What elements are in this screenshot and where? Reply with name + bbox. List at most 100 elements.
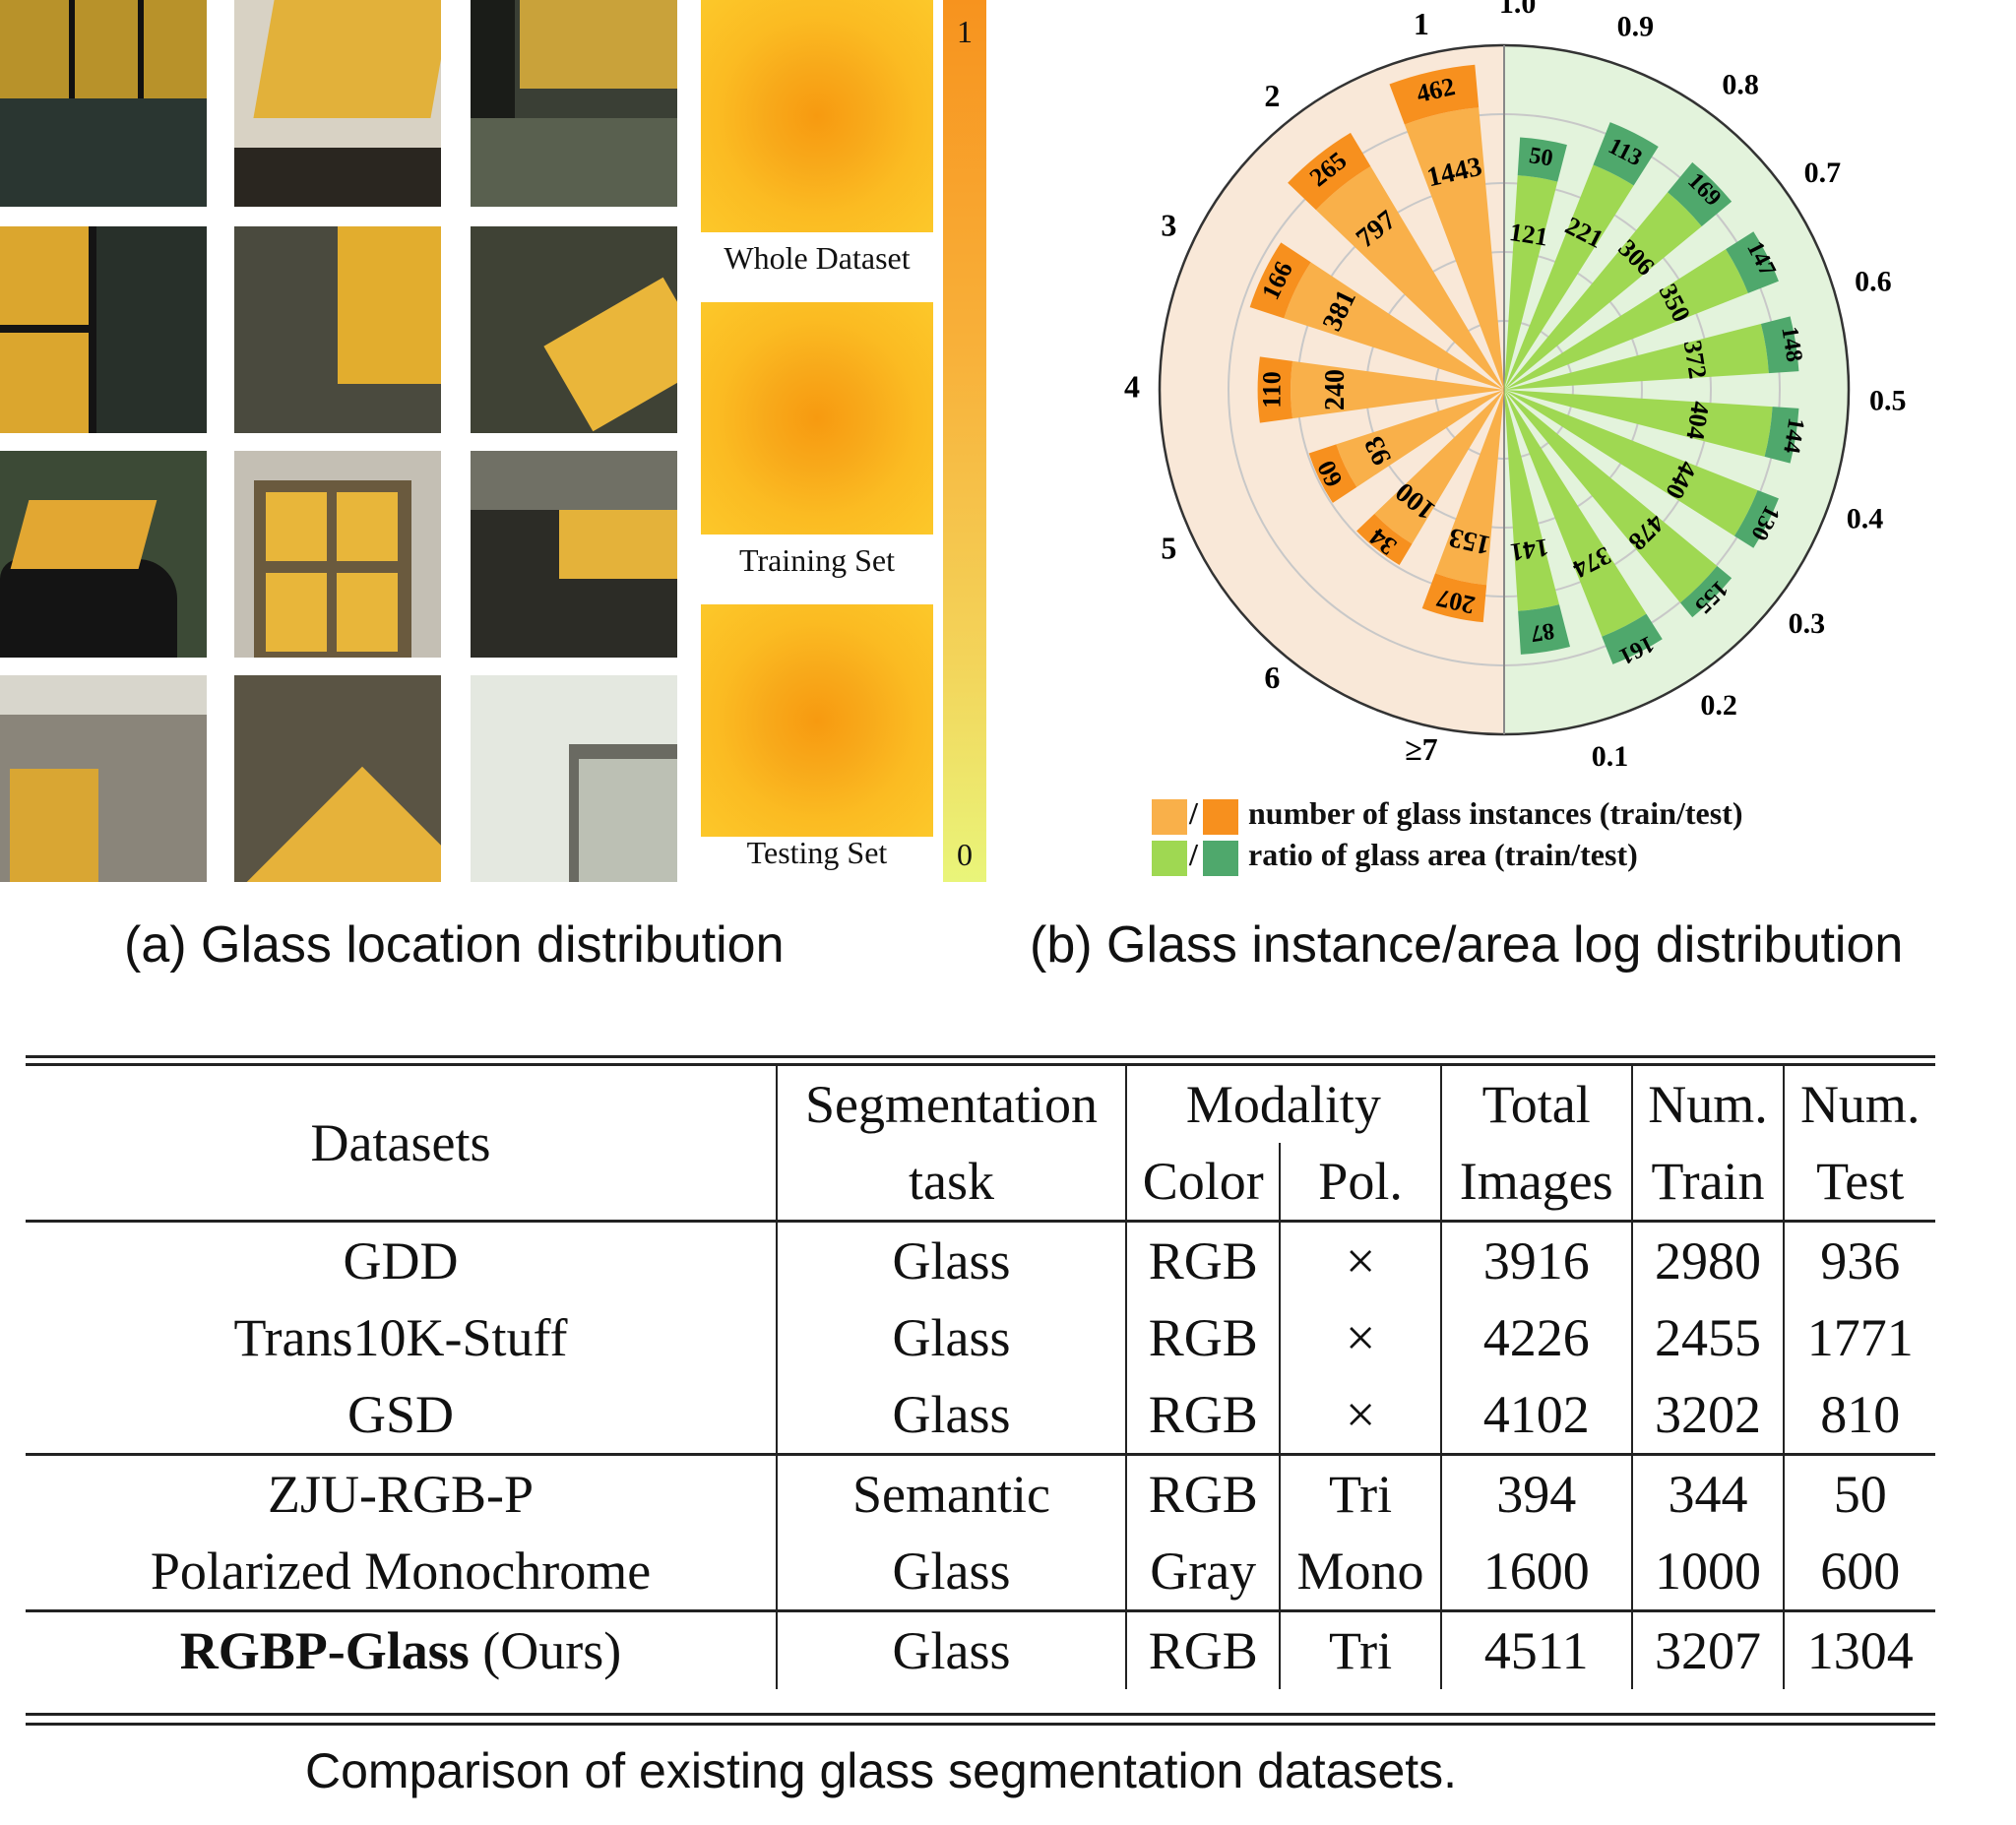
legend-swatch-area-train <box>1152 841 1187 876</box>
cell-total: 1600 <box>1439 1533 1632 1611</box>
photo-thumbnail <box>471 226 677 433</box>
cell-pol: × <box>1279 1220 1441 1299</box>
cell-train: 344 <box>1630 1453 1785 1533</box>
table-row: Trans10K-Stuff Glass RGB × 4226 2455 177… <box>26 1299 1935 1376</box>
table-bottom-rule-2 <box>26 1723 1935 1726</box>
photo-thumbnail <box>471 0 677 207</box>
cell-train: 3207 <box>1630 1609 1785 1689</box>
table-header-row: Datasets Segmentation Modality Total Num… <box>26 1063 1935 1222</box>
header-test-line2: Test <box>1783 1143 1935 1222</box>
bar-instances-test <box>1308 444 1357 503</box>
legend-slash: / <box>1189 795 1198 831</box>
cell-test: 600 <box>1783 1533 1935 1611</box>
bar-area-test <box>1668 161 1732 226</box>
bar-area-train <box>1504 324 1769 390</box>
bar-instances-train <box>1374 390 1504 544</box>
cell-pol: Tri <box>1279 1609 1441 1689</box>
header-pol: Pol. <box>1279 1143 1441 1222</box>
bar-instances-test <box>1249 242 1311 319</box>
cell-test: 1304 <box>1783 1609 1935 1689</box>
header-datasets: Datasets <box>26 1063 777 1222</box>
bar-area-train <box>1504 249 1748 390</box>
bar-area-test <box>1726 231 1779 293</box>
cell-train: 2980 <box>1630 1220 1785 1299</box>
heatmap-testing-set <box>701 604 933 837</box>
table-row: Polarized Monochrome Glass Gray Mono 160… <box>26 1533 1935 1611</box>
cell-train: 3202 <box>1630 1376 1785 1455</box>
colorbar-min-label: 0 <box>957 837 973 872</box>
dataset-name-bold: RGBP-Glass <box>179 1621 470 1680</box>
bar-area-test <box>1733 489 1779 548</box>
bar-instances-test <box>1257 356 1293 423</box>
photo-thumbnail <box>471 451 677 658</box>
cell-train: 2455 <box>1630 1299 1785 1376</box>
cell-pol: × <box>1279 1299 1441 1376</box>
category-label-instances: 2 <box>1264 78 1280 113</box>
category-label-area: 0.7 <box>1804 157 1842 189</box>
photo-thumbnail <box>234 451 441 658</box>
table-top-rule <box>26 1055 1935 1058</box>
category-label-instances: 6 <box>1264 660 1280 695</box>
bar-instances-test <box>1288 132 1371 211</box>
header-test-line1: Num. <box>1783 1063 1935 1143</box>
header-train-line2: Train <box>1630 1143 1785 1222</box>
cell-total: 4511 <box>1439 1609 1632 1689</box>
photo-thumbnail <box>0 451 207 658</box>
photo-thumbnail <box>0 0 207 207</box>
label-area-test: 144 <box>1778 416 1808 456</box>
label-instances-test: 110 <box>1257 371 1286 409</box>
cell-task: Glass <box>776 1299 1126 1376</box>
header-train-line1: Num. <box>1630 1063 1785 1143</box>
header-total-line1: Total <box>1439 1063 1632 1143</box>
bar-instances-train <box>1291 360 1504 419</box>
bar-area-train <box>1504 390 1773 457</box>
table-row: GDD Glass RGB × 3916 2980 936 <box>26 1220 1935 1299</box>
cell-test: 936 <box>1783 1220 1935 1299</box>
legend-swatch-instances-train <box>1152 799 1187 835</box>
cell-task: Glass <box>776 1220 1126 1299</box>
bar-area-test <box>1602 613 1663 664</box>
cell-test: 810 <box>1783 1376 1935 1455</box>
bar-instances-train <box>1404 107 1504 390</box>
colorbar <box>943 0 986 882</box>
bar-instances-train <box>1435 390 1504 586</box>
bar-area-test <box>1679 565 1732 618</box>
legend-slash: / <box>1189 837 1198 872</box>
cell-dataset: Polarized Monochrome <box>150 1542 652 1601</box>
bar-area-test <box>1517 137 1567 182</box>
header-seg-line2: task <box>776 1143 1126 1222</box>
table-row: RGBP-Glass (Ours) Glass RGB Tri 4511 320… <box>26 1609 1935 1689</box>
cell-total: 394 <box>1439 1453 1632 1533</box>
category-label-instances: 4 <box>1124 368 1140 404</box>
category-label-area: 0.8 <box>1722 69 1759 101</box>
photo-thumbnail <box>471 675 677 882</box>
header-seg-line1: Segmentation <box>776 1063 1126 1143</box>
table-header-row: task Color Pol. Images Train Test <box>26 1143 1935 1222</box>
label-area-test: 50 <box>1528 143 1555 171</box>
bar-area-train <box>1504 390 1560 611</box>
bar-instances-train <box>1284 262 1504 390</box>
cell-task: Semantic <box>776 1453 1126 1533</box>
cell-color: RGB <box>1124 1376 1281 1455</box>
legend-area-label: ratio of glass area (train/test) <box>1248 837 1638 872</box>
cell-color: RGB <box>1124 1299 1281 1376</box>
cell-dataset: Trans10K-Stuff <box>233 1308 568 1367</box>
caption-panel-b: (b) Glass instance/area log distribution <box>1030 916 1904 974</box>
category-label-area: 0.2 <box>1700 689 1737 722</box>
photo-thumbnail <box>234 226 441 433</box>
cell-task: Glass <box>776 1376 1126 1455</box>
category-label-instances: 1 <box>1414 6 1429 41</box>
bar-area-train <box>1504 175 1558 390</box>
cell-dataset: ZJU-RGB-P <box>26 1453 777 1533</box>
legend-instances-label: number of glass instances (train/test) <box>1248 795 1743 831</box>
category-label-instances: 5 <box>1161 530 1176 565</box>
colorbar-max-label: 1 <box>957 14 973 49</box>
bar-area-train <box>1504 390 1718 603</box>
cell-total: 4102 <box>1439 1376 1632 1455</box>
photo-thumbnail <box>0 675 207 882</box>
category-label-area: 1.0 <box>1499 0 1537 20</box>
bar-instances-test <box>1389 64 1480 125</box>
cell-total: 3916 <box>1439 1220 1632 1299</box>
cell-train: 1000 <box>1630 1533 1785 1611</box>
legend-swatch-instances-test <box>1203 799 1238 835</box>
